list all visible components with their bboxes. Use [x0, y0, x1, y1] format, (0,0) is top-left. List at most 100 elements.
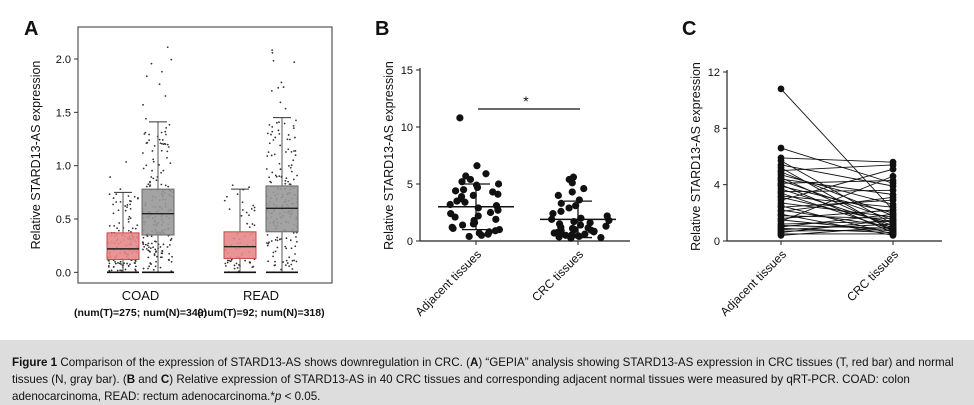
- jitter-point: [271, 130, 274, 133]
- jitter-point: [268, 241, 271, 244]
- jitter-point: [149, 181, 151, 184]
- jitter-point: [278, 162, 281, 165]
- jitter-point: [129, 203, 132, 206]
- jitter-point: [149, 247, 152, 250]
- jitter-point: [148, 133, 151, 136]
- data-point: [557, 199, 565, 207]
- pair-line: [780, 223, 894, 231]
- jitter-point: [290, 164, 293, 167]
- jitter-point: [113, 224, 116, 227]
- jitter-point: [109, 176, 112, 178]
- jitter-point: [250, 207, 253, 210]
- jitter-point: [285, 259, 288, 262]
- jitter-point: [236, 267, 239, 269]
- pair-line: [780, 192, 894, 231]
- jitter-point: [127, 195, 130, 197]
- jitter-point: [142, 267, 145, 270]
- jitter-point: [293, 259, 296, 262]
- panel-letter-c: C: [682, 18, 696, 40]
- jitter-point: [228, 208, 231, 211]
- jitter-point: [233, 267, 236, 270]
- group-sample-sizes: (num(T)=92; num(N)=318): [197, 307, 324, 319]
- jitter-point: [246, 222, 249, 225]
- jitter-point: [167, 185, 170, 188]
- crc-point: [889, 165, 897, 173]
- jitter-point: [241, 201, 244, 204]
- jitter-point: [134, 268, 137, 271]
- jitter-point: [146, 244, 149, 247]
- pair-line: [780, 147, 894, 184]
- tumor-box: [106, 232, 140, 261]
- jitter-point: [151, 150, 154, 152]
- jitter-point: [107, 265, 110, 268]
- jitter-point: [287, 165, 290, 167]
- jitter-point: [284, 245, 287, 248]
- jitter-point: [272, 139, 275, 141]
- crc-point: [889, 210, 897, 218]
- jitter-point: [279, 144, 282, 147]
- jitter-point: [119, 260, 122, 263]
- y-tick-label: 5: [407, 179, 413, 191]
- jitter-point: [276, 236, 279, 239]
- jitter-point: [231, 184, 234, 187]
- jitter-point: [282, 261, 285, 263]
- adjacent-point: [777, 85, 785, 93]
- jitter-point: [142, 167, 145, 170]
- jitter-point: [159, 256, 162, 259]
- jitter-point: [235, 262, 238, 265]
- data-point: [484, 230, 492, 238]
- jitter-point: [278, 238, 281, 241]
- jitter-point: [286, 138, 289, 141]
- jitter-point: [251, 266, 254, 269]
- data-point: [575, 232, 583, 241]
- data-point: [568, 179, 576, 187]
- jitter-point: [248, 214, 250, 217]
- jitter-point: [162, 169, 165, 172]
- jitter-point: [278, 121, 280, 124]
- panel-a-boxplot: A 0.0 0.5 1.0 1.5 2.0 Relative STARD13-AS expr…: [24, 18, 333, 319]
- x-tick-label: CRC tissues: [844, 247, 901, 304]
- jitter-point: [229, 260, 232, 263]
- pair-line: [780, 164, 894, 172]
- caption-segment: < 0.05.: [281, 390, 321, 403]
- tumor-box: [223, 231, 257, 259]
- jitter-point: [150, 176, 153, 178]
- jitter-point: [134, 227, 137, 230]
- x-tick-label: Adjacent tissues: [412, 247, 484, 319]
- data-point: [494, 206, 502, 214]
- jitter-point: [165, 133, 167, 136]
- group-label: READ: [243, 288, 279, 303]
- jitter-point: [291, 259, 294, 262]
- caption-segment: C: [160, 373, 170, 386]
- jitter-point: [244, 259, 246, 262]
- jitter-point: [133, 195, 136, 198]
- crc-point: [889, 216, 897, 224]
- y-tick-label: 4: [714, 180, 720, 192]
- y-axis-label: Relative STARD13-AS expression: [382, 61, 396, 250]
- jitter-point: [276, 246, 279, 249]
- jitter-point: [152, 246, 154, 249]
- jitter-point: [124, 205, 127, 207]
- jitter-point: [134, 262, 137, 264]
- pair-line: [780, 209, 894, 219]
- jitter-point: [295, 236, 297, 238]
- jitter-point: [152, 268, 155, 271]
- jitter-point: [156, 255, 158, 258]
- pair-line: [780, 219, 894, 233]
- jitter-point: [252, 204, 255, 207]
- jitter-point: [290, 170, 293, 173]
- jitter-point: [276, 239, 279, 242]
- jitter-point: [123, 262, 125, 265]
- data-point: [557, 207, 565, 215]
- caption-segment: and: [135, 373, 161, 386]
- jitter-point: [136, 197, 139, 200]
- data-point: [465, 232, 473, 241]
- caption-segment: B: [126, 373, 136, 386]
- jitter-point: [294, 136, 296, 139]
- jitter-point: [146, 141, 149, 144]
- crc-point: [889, 193, 897, 201]
- jitter-point: [266, 233, 269, 236]
- jitter-point: [168, 252, 171, 255]
- group-label: COAD: [122, 288, 160, 303]
- jitter-point: [233, 264, 236, 267]
